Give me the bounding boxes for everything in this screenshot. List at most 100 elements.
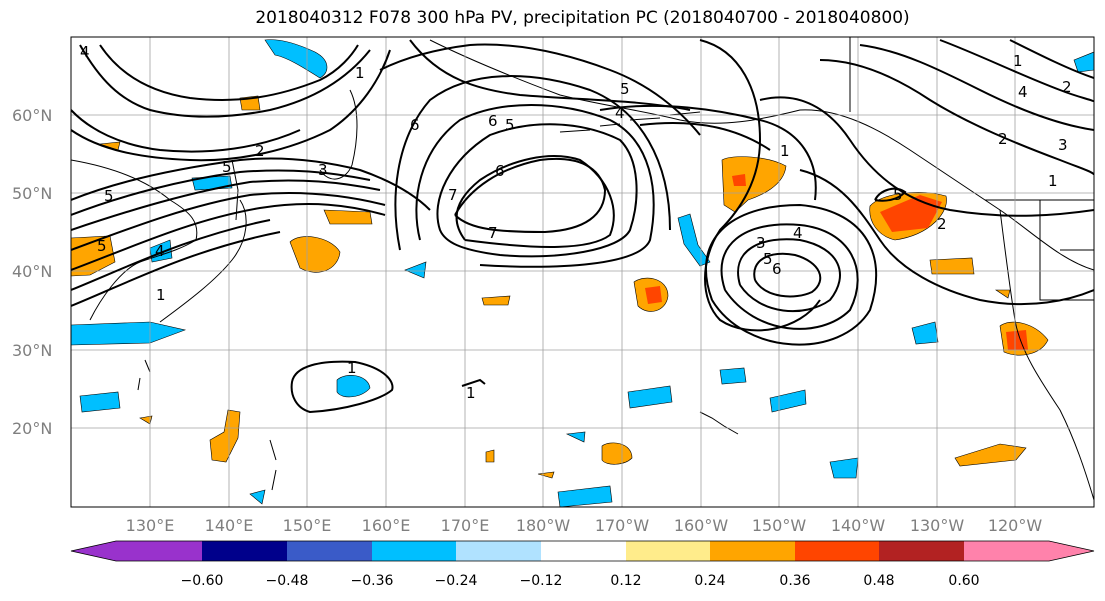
pv-contour [394,75,671,251]
colorbar-segment [795,541,879,561]
precip-positive-region [139,415,153,425]
precip-positive-region [954,443,1027,467]
colorbar-tick-label: 0.36 [779,573,810,589]
pv-contour [720,223,859,330]
pv-contour [859,44,1094,131]
lon-label: 150°W [752,516,807,535]
colorbar-segment [710,541,795,561]
precip-positive-region [481,295,511,306]
contour-label: 6 [772,260,782,278]
contour-label: 1 [780,142,790,160]
contour-label: 6 [488,112,498,130]
contour-label: 4 [80,43,90,61]
lon-label: 140°E [205,516,254,535]
pv-contour [99,44,359,101]
precip-negative-region [249,489,266,505]
colorbar-segment [879,541,964,561]
contour-label: 3 [756,234,766,252]
precip-positive-region [721,156,787,213]
pv-contour [415,104,655,268]
contour-label: 1 [1013,52,1023,70]
contour-label: 3 [1058,136,1068,154]
colorbar-tick-label: −0.12 [520,573,563,589]
lon-label: 160°W [674,516,729,535]
contour-label: 5 [104,187,114,205]
lat-label: 30°N [12,341,52,360]
pv-contour [71,157,431,211]
coastline-hawaii [699,411,739,435]
pv-contour [290,360,394,414]
contour-label: 1 [347,359,357,377]
precip-negative-region [71,321,187,346]
pv-contour [819,59,1094,176]
lat-label: 40°N [12,262,52,281]
precip-negative-region [911,321,939,345]
colorbar: −0.60 −0.48 −0.36 −0.24 −0.12 0.12 0.24 … [70,540,1095,589]
contour-label: 6 [495,162,505,180]
pv-contour [454,158,607,234]
contour-label: 5 [97,237,107,255]
colorbar-tick-label: 0.60 [948,573,979,589]
precip-positive-region [1006,330,1028,350]
contour-label: 1 [466,384,476,402]
precip-negative-region [627,385,673,409]
contour-label: 3 [318,161,328,179]
contour-label: 5 [763,250,773,268]
colorbar-tick-label: −0.24 [435,573,478,589]
colorbar-segment [456,541,541,561]
contour-label: 2 [998,130,1008,148]
colorbar-tick-label: −0.36 [351,573,394,589]
precip-negative-region [829,457,859,479]
contour-label: 6 [410,116,420,134]
colorbar-segment [287,541,372,561]
lon-label: 130°E [126,516,175,535]
pv-contour [874,187,907,202]
precip-negative-region [719,367,747,385]
contour-label: 5 [222,158,232,176]
coastline-alaska [429,39,1094,271]
pv-contour [71,109,301,153]
pv-contour [79,44,371,118]
precip-negative-region [79,391,121,413]
pv-contour [799,169,1094,306]
precip-negative-region [336,375,371,398]
lon-labels: 130°E 140°E 150°E 160°E 170°E 180°W 170°… [126,516,1043,535]
map-title: 2018040312 F078 300 hPa PV, precipitatio… [255,8,910,28]
lon-label: 150°E [283,516,332,535]
precip-negative-region [1073,51,1094,73]
pv-contour [379,43,701,136]
precip-negative-region [404,261,427,279]
coastline-aleutians [559,111,701,133]
colorbar-tick-label: −0.60 [181,573,224,589]
contour-label: 1 [355,64,365,82]
pv-contours [71,39,1094,414]
precip-positive-region [645,286,662,304]
lon-label: 170°W [595,516,650,535]
contour-label: 2 [255,142,265,160]
colorbar-tick-label: 0.48 [863,573,894,589]
precip-positive-region [601,442,633,465]
pv-contour [71,169,371,216]
lon-label: 140°W [831,516,886,535]
precip-negative-region [677,213,711,267]
precip-positive-region [732,174,746,186]
lon-label: 170°E [441,516,490,535]
pv-contour [71,219,271,291]
pv-contour [705,203,878,346]
precip-positive-region [995,289,1011,299]
lon-label: 120°W [988,516,1043,535]
pv-contour [753,252,822,298]
contour-label: 5 [893,186,903,204]
contour-label: 2 [1062,78,1072,96]
precip-negative-region [264,39,328,79]
lon-label: 130°W [910,516,965,535]
lat-label: 20°N [12,419,52,438]
colorbar-segment [964,541,1094,561]
contour-label: 7 [448,186,458,204]
lat-label: 50°N [12,184,52,203]
pv-contour [71,49,391,162]
pv-contour [699,39,821,332]
map-frame [70,36,1095,508]
coastline-japan [159,199,247,323]
